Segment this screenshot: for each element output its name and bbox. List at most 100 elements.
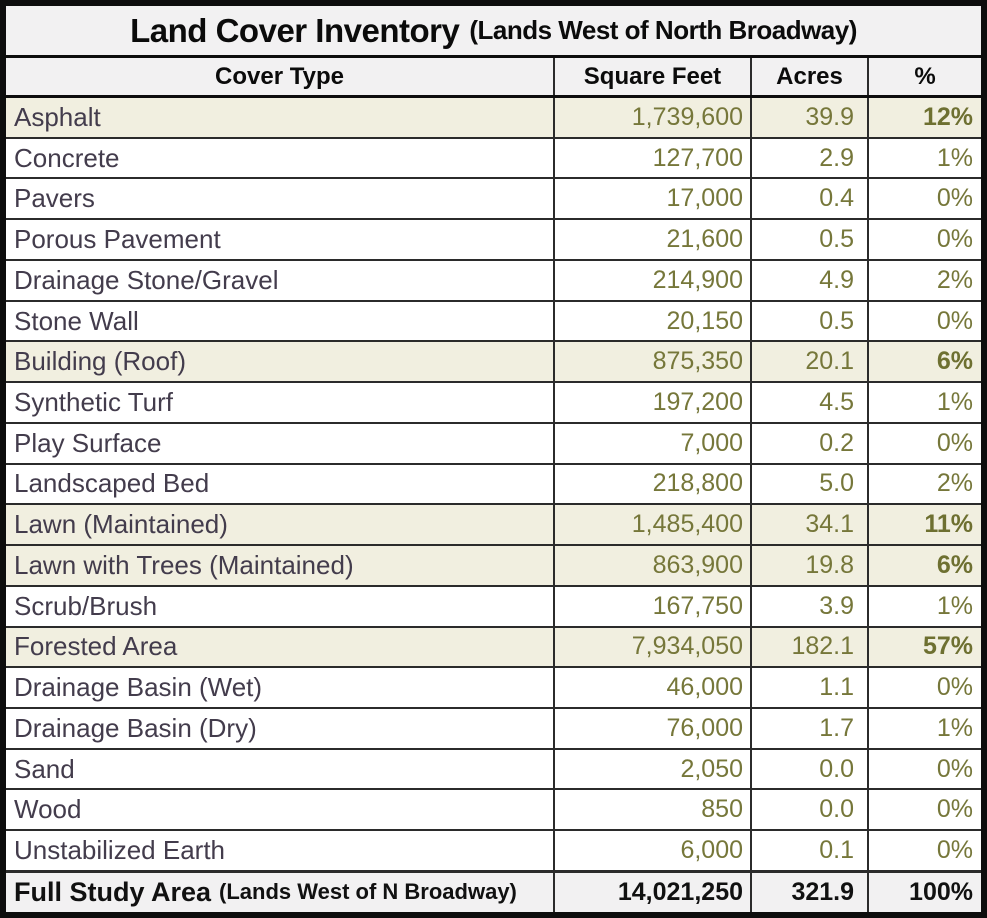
cover-type-cell: Unstabilized Earth bbox=[6, 831, 553, 870]
cover-type-cell: Drainage Basin (Wet) bbox=[6, 668, 553, 708]
table-row: Unstabilized Earth 6,000 0.1 0% bbox=[6, 831, 981, 870]
percent-cell: 1% bbox=[869, 709, 981, 748]
percent-cell: 12% bbox=[869, 98, 981, 137]
total-label-cell: Full Study Area (Lands West of N Broadwa… bbox=[6, 872, 553, 912]
table-title: Land Cover Inventory (Lands West of Nort… bbox=[6, 6, 981, 55]
cover-type-cell: Landscaped Bed bbox=[6, 464, 553, 504]
column-header-percent: % bbox=[869, 58, 981, 95]
cover-type-cell: Scrub/Brush bbox=[6, 586, 553, 626]
square-feet-cell: 863,900 bbox=[555, 546, 750, 585]
acres-cell: 0.1 bbox=[752, 831, 867, 870]
percent-cell: 0% bbox=[869, 179, 981, 219]
acres-cell: 1.1 bbox=[752, 668, 867, 708]
square-feet-cell: 6,000 bbox=[555, 831, 750, 870]
percent-cell: 0% bbox=[869, 790, 981, 830]
square-feet-cell: 127,700 bbox=[555, 138, 750, 178]
cover-type-cell: Building (Roof) bbox=[6, 342, 553, 382]
acres-cell: 3.9 bbox=[752, 586, 867, 626]
square-feet-cell: 2,050 bbox=[555, 749, 750, 789]
table-row: Play Surface 7,000 0.2 0% bbox=[6, 423, 981, 463]
percent-cell: 0% bbox=[869, 220, 981, 259]
table-row: Pavers 17,000 0.4 0% bbox=[6, 179, 981, 219]
cover-type-cell: Synthetic Turf bbox=[6, 383, 553, 422]
acres-cell: 0.0 bbox=[752, 749, 867, 789]
acres-cell: 19.8 bbox=[752, 546, 867, 585]
column-header-acres: Acres bbox=[752, 58, 867, 95]
percent-cell: 0% bbox=[869, 831, 981, 870]
table-row: Stone Wall 20,150 0.5 0% bbox=[6, 301, 981, 341]
percent-cell: 0% bbox=[869, 668, 981, 708]
table-row: Wood 850 0.0 0% bbox=[6, 790, 981, 830]
acres-cell: 39.9 bbox=[752, 98, 867, 137]
acres-cell: 0.5 bbox=[752, 301, 867, 341]
cover-type-cell: Lawn (Maintained) bbox=[6, 505, 553, 545]
table-body: Asphalt 1,739,600 39.9 12% Concrete 127,… bbox=[6, 98, 981, 912]
acres-cell: 20.1 bbox=[752, 342, 867, 382]
acres-cell: 0.0 bbox=[752, 790, 867, 830]
cover-type-cell: Asphalt bbox=[6, 98, 553, 137]
table-row: Porous Pavement 21,600 0.5 0% bbox=[6, 220, 981, 259]
square-feet-cell: 76,000 bbox=[555, 709, 750, 748]
percent-cell: 1% bbox=[869, 586, 981, 626]
acres-cell: 34.1 bbox=[752, 505, 867, 545]
total-label-sub: (Lands West of N Broadway) bbox=[219, 879, 517, 905]
square-feet-cell: 1,739,600 bbox=[555, 98, 750, 137]
percent-cell: 11% bbox=[869, 505, 981, 545]
percent-cell: 1% bbox=[869, 138, 981, 178]
acres-cell: 0.2 bbox=[752, 423, 867, 463]
title-sub: (Lands West of North Broadway) bbox=[469, 15, 857, 45]
percent-cell: 0% bbox=[869, 749, 981, 789]
percent-cell: 0% bbox=[869, 301, 981, 341]
cover-type-cell: Pavers bbox=[6, 179, 553, 219]
percent-cell: 1% bbox=[869, 383, 981, 422]
table-row: Asphalt 1,739,600 39.9 12% bbox=[6, 98, 981, 137]
table-row: Sand 2,050 0.0 0% bbox=[6, 749, 981, 789]
square-feet-cell: 20,150 bbox=[555, 301, 750, 341]
acres-cell: 0.5 bbox=[752, 220, 867, 259]
square-feet-cell: 850 bbox=[555, 790, 750, 830]
square-feet-cell: 214,900 bbox=[555, 260, 750, 300]
table-row: Synthetic Turf 197,200 4.5 1% bbox=[6, 383, 981, 422]
total-row: Full Study Area (Lands West of N Broadwa… bbox=[6, 872, 981, 912]
square-feet-cell: 218,800 bbox=[555, 464, 750, 504]
table-row: Lawn (Maintained) 1,485,400 34.1 11% bbox=[6, 505, 981, 545]
acres-cell: 4.5 bbox=[752, 383, 867, 422]
cover-type-cell: Porous Pavement bbox=[6, 220, 553, 259]
percent-cell: 57% bbox=[869, 627, 981, 667]
square-feet-cell: 1,485,400 bbox=[555, 505, 750, 545]
square-feet-cell: 167,750 bbox=[555, 586, 750, 626]
table-row: Scrub/Brush 167,750 3.9 1% bbox=[6, 586, 981, 626]
cover-type-cell: Concrete bbox=[6, 138, 553, 178]
total-acres-cell: 321.9 bbox=[752, 872, 867, 912]
cover-type-cell: Play Surface bbox=[6, 423, 553, 463]
table-row: Drainage Basin (Wet) 46,000 1.1 0% bbox=[6, 668, 981, 708]
cover-type-cell: Wood bbox=[6, 790, 553, 830]
table-row: Lawn with Trees (Maintained) 863,900 19.… bbox=[6, 546, 981, 585]
percent-cell: 6% bbox=[869, 546, 981, 585]
percent-cell: 2% bbox=[869, 464, 981, 504]
square-feet-cell: 7,934,050 bbox=[555, 627, 750, 667]
acres-cell: 182.1 bbox=[752, 627, 867, 667]
column-header-row: Cover Type Square Feet Acres % bbox=[6, 58, 981, 95]
table-row: Drainage Basin (Dry) 76,000 1.7 1% bbox=[6, 709, 981, 748]
cover-type-cell: Forested Area bbox=[6, 627, 553, 667]
total-square-feet-cell: 14,021,250 bbox=[555, 872, 750, 912]
acres-cell: 2.9 bbox=[752, 138, 867, 178]
table-row: Forested Area 7,934,050 182.1 57% bbox=[6, 627, 981, 667]
percent-cell: 6% bbox=[869, 342, 981, 382]
cover-type-cell: Drainage Stone/Gravel bbox=[6, 260, 553, 300]
table-row: Building (Roof) 875,350 20.1 6% bbox=[6, 342, 981, 382]
table-row: Landscaped Bed 218,800 5.0 2% bbox=[6, 464, 981, 504]
square-feet-cell: 197,200 bbox=[555, 383, 750, 422]
acres-cell: 0.4 bbox=[752, 179, 867, 219]
table-row: Concrete 127,700 2.9 1% bbox=[6, 138, 981, 178]
acres-cell: 4.9 bbox=[752, 260, 867, 300]
square-feet-cell: 7,000 bbox=[555, 423, 750, 463]
square-feet-cell: 875,350 bbox=[555, 342, 750, 382]
column-header-cover-type: Cover Type bbox=[6, 58, 553, 95]
square-feet-cell: 46,000 bbox=[555, 668, 750, 708]
table-row: Drainage Stone/Gravel 214,900 4.9 2% bbox=[6, 260, 981, 300]
acres-cell: 5.0 bbox=[752, 464, 867, 504]
column-header-square-feet: Square Feet bbox=[555, 58, 750, 95]
